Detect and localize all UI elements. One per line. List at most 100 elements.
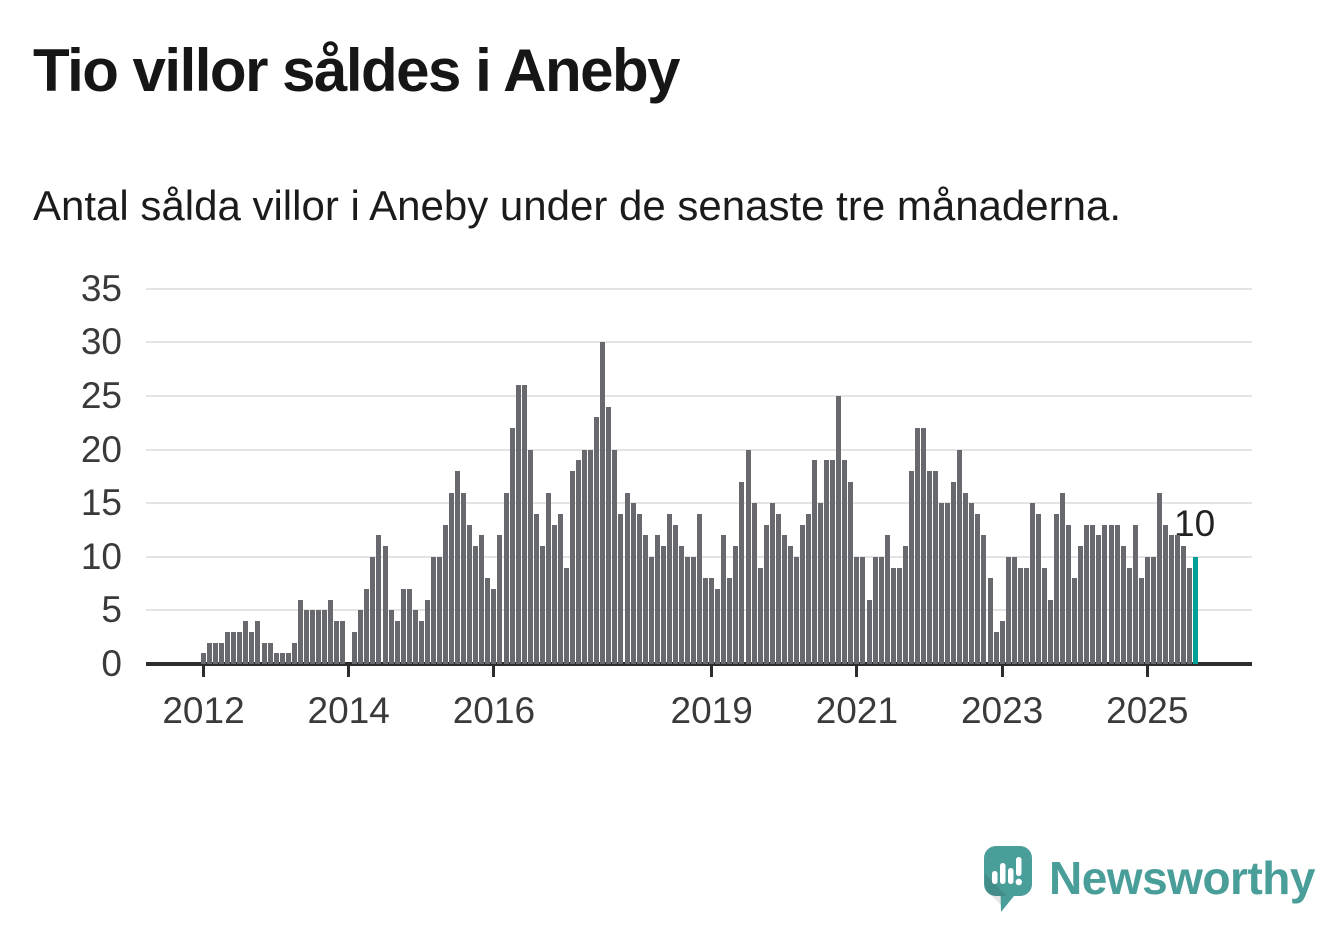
chart-bar xyxy=(485,578,491,664)
chart-bar xyxy=(842,460,848,664)
chart-bar xyxy=(436,556,442,664)
chart-bar xyxy=(872,556,878,664)
chart-bar xyxy=(945,503,951,664)
chart-bar xyxy=(1126,567,1132,664)
chart-bar xyxy=(412,610,418,664)
x-tick-2016 xyxy=(492,666,496,677)
chart-bar xyxy=(1017,567,1023,664)
plot-area: 10 2012 2014 2016 2019 2021 2023 2025 xyxy=(146,283,1252,731)
chart-bar xyxy=(334,621,340,664)
chart-bar xyxy=(352,631,358,664)
chart-bar xyxy=(1132,524,1138,664)
chart-bar xyxy=(1005,556,1011,664)
chart-bar xyxy=(691,556,697,664)
chart-bar xyxy=(600,342,606,664)
chart-bar xyxy=(394,621,400,664)
x-tick-2019 xyxy=(710,666,714,677)
chart-bar xyxy=(406,589,412,664)
chart-bar xyxy=(715,589,721,664)
chart-bar xyxy=(509,428,515,664)
y-tick-label-5: 5 xyxy=(101,589,122,631)
chart-bar xyxy=(430,556,436,664)
chart-bar xyxy=(606,406,612,664)
chart-bar xyxy=(588,449,594,664)
chart-bar xyxy=(473,546,479,664)
chart-bar xyxy=(902,546,908,664)
chart-bar xyxy=(612,449,618,664)
chart-bar xyxy=(884,535,890,664)
chart-bar xyxy=(582,449,588,664)
chart-bar xyxy=(1138,578,1144,664)
newsworthy-wordmark: Newsworthy xyxy=(1049,852,1315,904)
chart-bar xyxy=(1169,535,1174,664)
chart-bar xyxy=(1035,513,1041,664)
chart-bar xyxy=(757,567,763,664)
chart-bar xyxy=(860,556,866,664)
x-tick-2014 xyxy=(347,666,351,677)
chart-bar xyxy=(297,599,303,664)
x-tick-label-2014: 2014 xyxy=(307,690,390,731)
chart-bar xyxy=(890,567,896,664)
chart-bar xyxy=(1084,524,1090,664)
newsworthy-speech-bubble-icon xyxy=(984,846,1032,912)
chart-bar xyxy=(576,460,582,664)
chart-bar xyxy=(1114,524,1120,664)
chart-bar xyxy=(545,492,551,664)
chart-bar xyxy=(763,524,769,664)
chart-bar xyxy=(455,471,461,664)
chart-bar xyxy=(1023,567,1029,664)
chart-bar xyxy=(376,535,382,664)
chart-bar xyxy=(848,481,854,664)
chart-bar xyxy=(981,535,987,664)
chart-bar xyxy=(557,513,563,664)
chart-bar xyxy=(527,449,533,664)
chart-bar xyxy=(1162,524,1168,664)
chart-bar xyxy=(1096,535,1102,664)
chart-bar xyxy=(267,642,273,664)
chart-bar xyxy=(1048,599,1053,664)
chart-bar xyxy=(721,535,727,664)
chart-bar xyxy=(449,492,455,664)
chart-bar xyxy=(424,599,430,664)
chart-bar xyxy=(1041,567,1047,664)
chart-bar xyxy=(963,492,969,664)
chart-bar xyxy=(866,599,872,664)
y-tick-label-15: 15 xyxy=(80,482,122,524)
chart-bar xyxy=(697,513,703,664)
chart-bar xyxy=(672,524,678,664)
chart-bar xyxy=(793,556,799,664)
chart-bar xyxy=(539,546,545,664)
x-tick-2023 xyxy=(1000,666,1004,677)
chart-bar xyxy=(497,535,503,664)
y-tick-label-35: 35 xyxy=(80,267,122,309)
chart-bar xyxy=(225,631,231,664)
x-tick-2025 xyxy=(1145,666,1149,677)
chart-bar xyxy=(255,621,261,664)
chart-bar xyxy=(666,513,672,664)
y-tick-label-0: 0 xyxy=(101,643,122,684)
chart-bar xyxy=(806,513,811,664)
x-tick-label-2023: 2023 xyxy=(960,690,1044,731)
gridline-30 xyxy=(146,341,1252,344)
chart-bar xyxy=(685,556,690,664)
chart-bar xyxy=(781,535,787,664)
chart-bar xyxy=(503,492,509,664)
chart-bar xyxy=(207,642,213,664)
chart-bar xyxy=(914,428,920,664)
chart-bar xyxy=(878,556,884,664)
x-tick-label-2019: 2019 xyxy=(670,690,753,731)
chart-bar xyxy=(939,503,945,664)
x-tick-2021 xyxy=(855,666,859,677)
chart-bar xyxy=(733,546,739,664)
chart-bar xyxy=(1181,546,1187,664)
chart-bar xyxy=(315,610,321,664)
chart-bar xyxy=(388,610,394,664)
chart-bar xyxy=(328,599,334,664)
chart-bar xyxy=(1066,524,1072,664)
chart-bar xyxy=(533,513,539,664)
chart-bar xyxy=(1108,524,1114,664)
chart-bar xyxy=(1090,524,1096,664)
chart-bar xyxy=(648,556,654,664)
chart-bar xyxy=(987,578,993,664)
chart-bar xyxy=(564,567,569,664)
